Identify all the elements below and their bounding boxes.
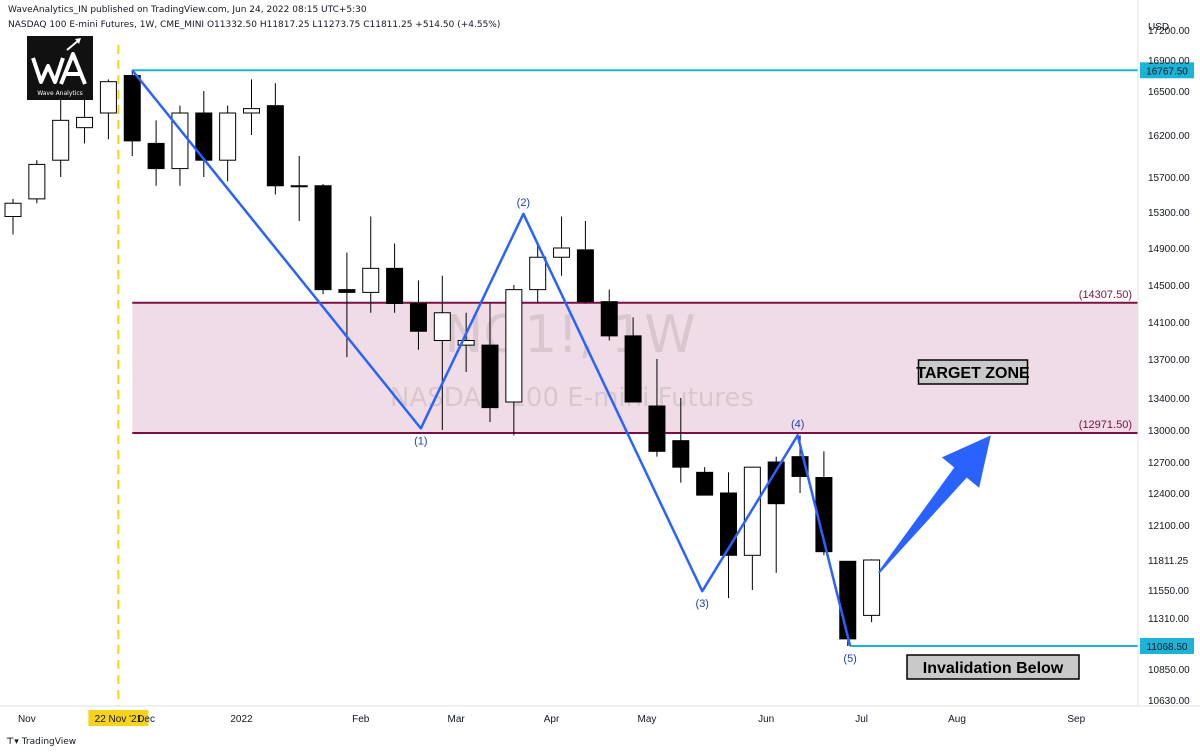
wave-analytics-logo: Wave Analytics: [27, 36, 93, 100]
price-tick-label: 10630.00: [1148, 696, 1190, 707]
candle-body: [99, 81, 117, 114]
time-tick-label: Apr: [544, 714, 560, 725]
tradingview-brand: TradingView: [21, 737, 77, 747]
price-tick-label: 16900.00: [1148, 56, 1190, 67]
wa-logo-icon: [31, 38, 87, 85]
candle-body: [863, 559, 881, 616]
projection-arrow: [877, 435, 991, 574]
price-tick-label: 16200.00: [1148, 131, 1190, 142]
candle-body: [839, 560, 857, 640]
elliott-wave-line: [131, 69, 852, 647]
price-tick-label: 14900.00: [1148, 244, 1190, 255]
time-tick-label: May: [637, 714, 656, 725]
time-tick-label: Sep: [1067, 714, 1085, 725]
tradingview-footer[interactable]: ⊤▾ TradingView: [6, 737, 76, 747]
candle-body: [433, 312, 451, 341]
candle-body: [481, 344, 499, 409]
time-tick-label: Jun: [758, 714, 774, 725]
candle-body: [553, 247, 571, 258]
candle-body: [52, 119, 70, 161]
candle-body: [815, 477, 833, 553]
symbol-info-line: NASDAQ 100 E-mini Futures, 1W, CME_MINI …: [8, 20, 501, 30]
candle-body: [576, 249, 594, 303]
candle-body: [4, 202, 22, 217]
candle-body: [505, 289, 523, 403]
candle-body: [266, 105, 284, 187]
wave-label: (5): [843, 653, 856, 665]
price-tick-label: 12400.00: [1148, 489, 1190, 500]
price-tick-label: 15300.00: [1148, 208, 1190, 219]
candle-body: [696, 471, 714, 496]
time-tick-label: Feb: [352, 714, 370, 725]
zone-boundary-label: (12971.50): [1079, 419, 1132, 431]
price-tick-label: 13000.00: [1148, 426, 1190, 437]
candle-body: [672, 440, 690, 468]
price-tick-label: 11310.00: [1148, 614, 1189, 625]
candle-body: [409, 303, 427, 332]
price-tick-label: 11550.00: [1148, 586, 1189, 597]
candle-body: [386, 267, 404, 305]
time-tick-label: Dec: [137, 714, 155, 725]
axis-currency-label: USD: [1148, 22, 1169, 33]
watermark-name: NASDAQ 100 E-mini Futures: [390, 383, 754, 413]
invalidation-box: [906, 654, 1080, 680]
time-tick-label: 22 Nov '21: [95, 714, 143, 725]
candle-body: [624, 335, 642, 403]
target-zone-box: [917, 359, 1029, 385]
candle-body: [243, 108, 260, 114]
price-tick-label: 15700.00: [1148, 173, 1190, 184]
price-tick-label: 12100.00: [1148, 521, 1190, 532]
zone-boundary-label: (14307.50): [1079, 289, 1132, 301]
wave-label: (3): [696, 598, 709, 610]
time-tick-label: Mar: [448, 714, 466, 725]
candle-body: [648, 405, 666, 452]
level-price-tag: [1140, 62, 1194, 79]
price-tick-label: 14100.00: [1148, 318, 1190, 329]
candle-body: [314, 185, 332, 291]
candle-body: [600, 301, 618, 337]
price-tick-label: 17200.00: [1148, 26, 1190, 37]
logo-text: Wave Analytics: [37, 90, 83, 97]
price-tick-label: 10850.00: [1148, 665, 1190, 676]
invalidation-label: Invalidation Below: [923, 660, 1064, 677]
wave-label: (1): [414, 435, 427, 447]
candle-body: [529, 256, 547, 291]
candle-body: [76, 116, 94, 129]
price-tick-label: 13700.00: [1148, 355, 1190, 366]
target-zone-label: TARGET ZONE: [916, 365, 1030, 382]
price-tick-label: 14500.00: [1148, 281, 1190, 292]
price-tick-label: 16500.00: [1148, 87, 1190, 98]
candle-body: [457, 340, 475, 346]
time-tick-label: Aug: [948, 714, 966, 725]
wave-label: (4): [791, 418, 804, 430]
level-price-label: 11068.50: [1147, 642, 1188, 653]
publisher-line: WaveAnalytics_IN published on TradingVie…: [8, 5, 367, 15]
level-price-tag: [1140, 638, 1194, 654]
time-tick-label: Nov: [18, 714, 36, 725]
current-price-label: 11811.25: [1148, 556, 1189, 567]
level-price-label: 16767.50: [1146, 66, 1188, 77]
candle-body: [338, 289, 356, 293]
price-tick-label: 12700.00: [1148, 458, 1190, 469]
candle-body: [219, 112, 237, 161]
candle-body: [28, 163, 46, 200]
tradingview-logo-icon: ⊤▾: [6, 737, 19, 747]
candle-body: [290, 185, 308, 188]
time-tick-label: Jul: [855, 714, 868, 725]
highlighted-date-tag: [88, 710, 149, 726]
price-tick-label: 13400.00: [1148, 394, 1190, 405]
time-tick-label: 2022: [230, 714, 253, 725]
candle-body: [362, 267, 380, 293]
candle-body: [123, 75, 141, 142]
wave-label: (2): [517, 197, 530, 209]
candle-body: [147, 142, 165, 170]
